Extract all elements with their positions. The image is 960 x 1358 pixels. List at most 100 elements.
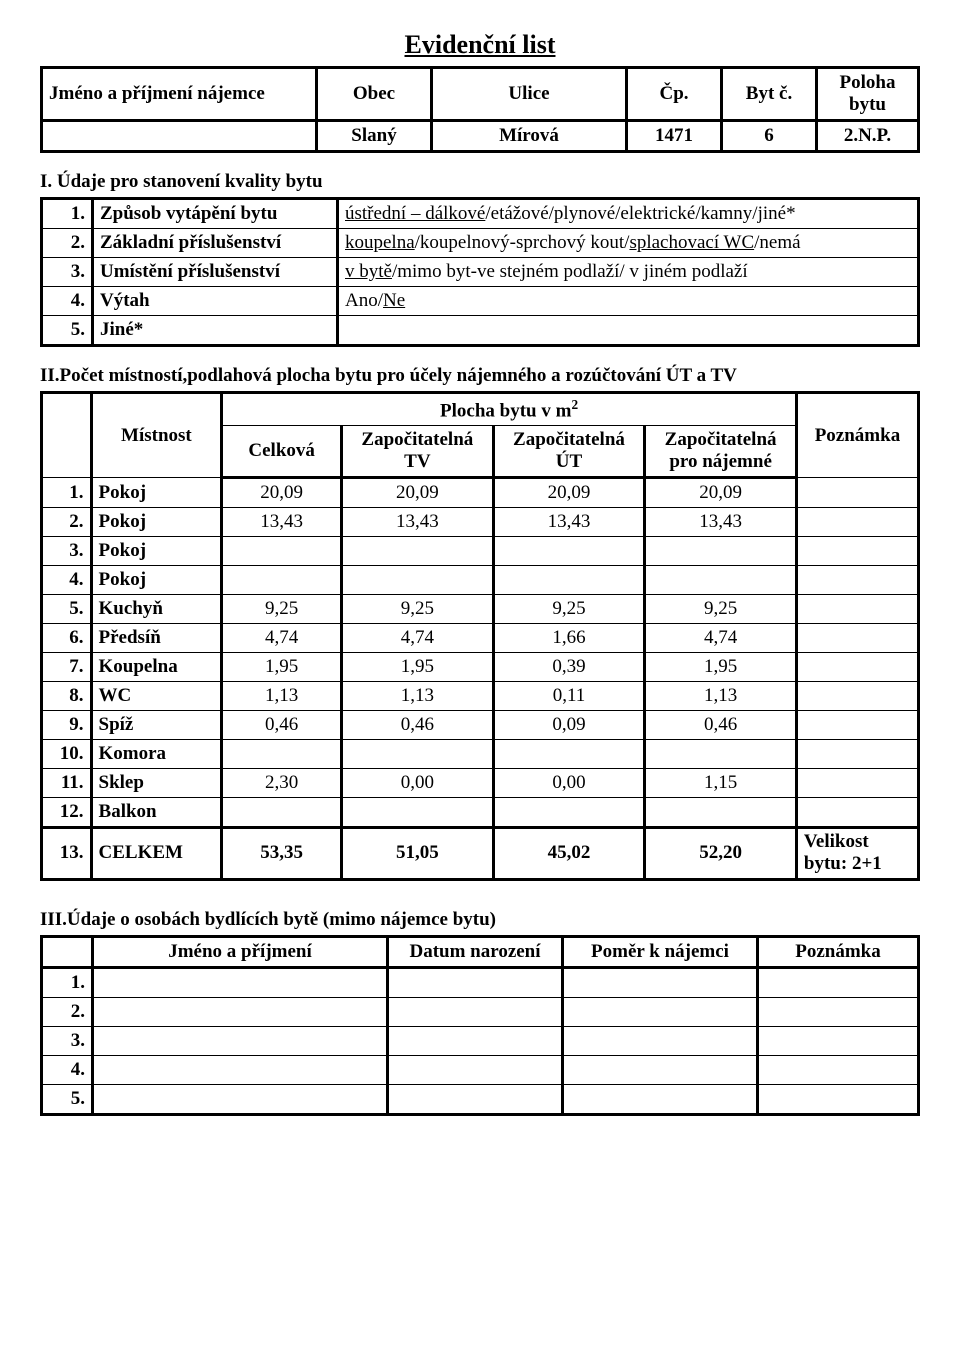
person-row-note — [758, 1027, 919, 1056]
th-blank-num — [42, 393, 92, 478]
td-cp: 1471 — [627, 121, 722, 152]
room-row-celkova: 1,13 — [222, 682, 342, 711]
room-row-name: Pokoj — [91, 478, 222, 508]
room-row-celkova — [222, 537, 342, 566]
th-area-label: Plocha bytu v m — [440, 400, 571, 421]
room-row-celkova: 0,46 — [222, 711, 342, 740]
th-room: Místnost — [91, 393, 222, 478]
room-row-ut: 0,00 — [493, 769, 645, 798]
room-row-num: 9. — [42, 711, 92, 740]
quality-row-num: 4. — [42, 287, 93, 316]
room-row-note — [796, 508, 918, 537]
room-row-tv: 20,09 — [342, 478, 494, 508]
room-total-najem: 52,20 — [645, 828, 797, 880]
room-row-najem: 4,74 — [645, 624, 797, 653]
room-row-najem — [645, 798, 797, 828]
th-ut: Započitatelná ÚT — [493, 426, 645, 478]
room-row-note — [796, 624, 918, 653]
person-row-name — [93, 968, 388, 998]
th-najem: Započitatelná pro nájemné — [645, 426, 797, 478]
room-row-note — [796, 798, 918, 828]
person-row-note — [758, 1085, 919, 1115]
room-row-num: 12. — [42, 798, 92, 828]
room-total-note: Velikost bytu: 2+1 — [796, 828, 918, 880]
room-row-name: Pokoj — [91, 508, 222, 537]
room-row-num: 2. — [42, 508, 92, 537]
person-row-name — [93, 998, 388, 1027]
person-row-note — [758, 968, 919, 998]
room-row-num: 3. — [42, 537, 92, 566]
room-row-najem — [645, 740, 797, 769]
td-obec: Slaný — [317, 121, 432, 152]
room-row-ut: 0,11 — [493, 682, 645, 711]
room-row-num: 1. — [42, 478, 92, 508]
quality-row-value: ústřední – dálkové/etážové/plynové/elekt… — [338, 199, 919, 229]
room-row-ut: 0,39 — [493, 653, 645, 682]
person-row-num: 1. — [42, 968, 93, 998]
th-person-dob: Datum narození — [388, 937, 563, 968]
th-note: Poznámka — [796, 393, 918, 478]
room-row-celkova: 4,74 — [222, 624, 342, 653]
room-row-najem — [645, 566, 797, 595]
quality-row-label: Umístění příslušenství — [93, 258, 338, 287]
person-row-num: 4. — [42, 1056, 93, 1085]
room-row-tv: 0,46 — [342, 711, 494, 740]
th-person-name: Jméno a příjmení — [93, 937, 388, 968]
quality-row-label: Jiné* — [93, 316, 338, 346]
room-row-celkova: 9,25 — [222, 595, 342, 624]
quality-row-value: koupelna/koupelnový-sprchový kout/splach… — [338, 229, 919, 258]
room-row-tv: 13,43 — [342, 508, 494, 537]
room-row-ut — [493, 798, 645, 828]
room-row-najem: 13,43 — [645, 508, 797, 537]
room-row-celkova: 1,95 — [222, 653, 342, 682]
room-row-num: 8. — [42, 682, 92, 711]
room-total-ut: 45,02 — [493, 828, 645, 880]
person-row-dob — [388, 998, 563, 1027]
room-row-name: Spíž — [91, 711, 222, 740]
th-person-rel: Poměr k nájemci — [563, 937, 758, 968]
quality-row-value — [338, 316, 919, 346]
th-poloha: Poloha bytu — [817, 68, 919, 121]
quality-row-label: Základní příslušenství — [93, 229, 338, 258]
room-row-ut — [493, 537, 645, 566]
persons-table: Jméno a příjmení Datum narození Poměr k … — [40, 935, 920, 1116]
room-row-tv: 1,95 — [342, 653, 494, 682]
room-row-tv: 1,13 — [342, 682, 494, 711]
th-area-unit: 2 — [571, 397, 578, 412]
room-row-name: WC — [91, 682, 222, 711]
rooms-table: Místnost Plocha bytu v m2 Poznámka Celko… — [40, 391, 920, 881]
quality-row-value: Ano/Ne — [338, 287, 919, 316]
room-row-najem: 20,09 — [645, 478, 797, 508]
room-row-note — [796, 478, 918, 508]
room-total-tv: 51,05 — [342, 828, 494, 880]
td-name — [42, 121, 317, 152]
room-row-najem: 1,13 — [645, 682, 797, 711]
room-row-najem — [645, 537, 797, 566]
room-row-najem: 0,46 — [645, 711, 797, 740]
quality-row-label: Výtah — [93, 287, 338, 316]
room-row-ut: 0,09 — [493, 711, 645, 740]
room-row-name: Balkon — [91, 798, 222, 828]
room-row-num: 7. — [42, 653, 92, 682]
room-row-tv: 9,25 — [342, 595, 494, 624]
person-row-dob — [388, 968, 563, 998]
room-row-name: Pokoj — [91, 537, 222, 566]
room-row-ut: 1,66 — [493, 624, 645, 653]
room-row-num: 5. — [42, 595, 92, 624]
person-row-note — [758, 998, 919, 1027]
room-row-celkova — [222, 740, 342, 769]
room-total-name: CELKEM — [91, 828, 222, 880]
th-name: Jméno a příjmení nájemce — [42, 68, 317, 121]
th-tv: Započitatelná TV — [342, 426, 494, 478]
room-row-note — [796, 682, 918, 711]
room-row-najem: 9,25 — [645, 595, 797, 624]
person-row-dob — [388, 1056, 563, 1085]
room-row-najem: 1,15 — [645, 769, 797, 798]
room-row-name: Pokoj — [91, 566, 222, 595]
room-row-tv: 0,00 — [342, 769, 494, 798]
td-bytc: 6 — [722, 121, 817, 152]
room-row-ut — [493, 740, 645, 769]
quality-row-label: Způsob vytápění bytu — [93, 199, 338, 229]
person-row-num: 5. — [42, 1085, 93, 1115]
room-row-tv: 4,74 — [342, 624, 494, 653]
